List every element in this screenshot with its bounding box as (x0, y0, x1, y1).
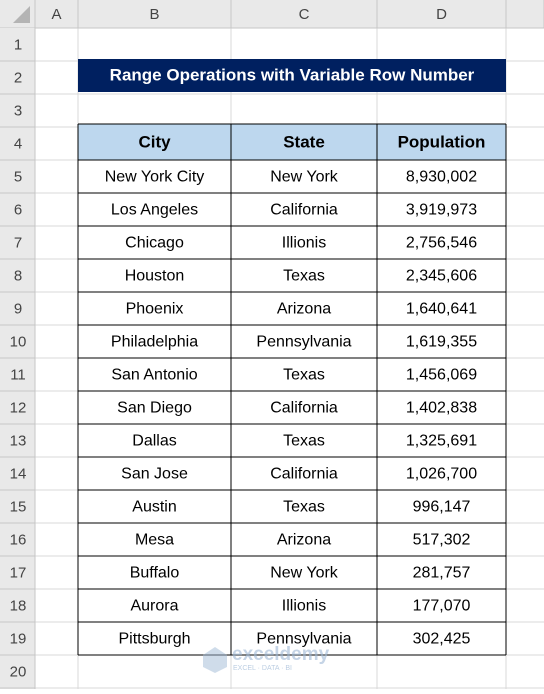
table-cell: Arizona (277, 301, 331, 318)
table-cell: Dallas (132, 433, 176, 450)
table-cell: Texas (283, 433, 325, 450)
row-header[interactable]: 1 (14, 36, 22, 53)
table-cell: 1,402,838 (406, 400, 477, 417)
table-header-fill (78, 124, 506, 160)
row-header[interactable]: 19 (10, 630, 27, 647)
table-cell: Texas (283, 499, 325, 516)
row-header[interactable]: 12 (10, 399, 27, 416)
table-cell: Chicago (125, 235, 184, 252)
table-cell: Texas (283, 367, 325, 384)
row-header[interactable]: 14 (10, 465, 27, 482)
row-header[interactable]: 13 (10, 432, 27, 449)
table-cell: 8,930,002 (406, 169, 477, 186)
table-cell: 177,070 (413, 598, 471, 615)
table-cell: California (270, 466, 338, 483)
table-cell: Houston (125, 268, 185, 285)
row-header[interactable]: 4 (14, 135, 22, 152)
row-header[interactable]: 16 (10, 531, 27, 548)
table-cell: 2,756,546 (406, 235, 477, 252)
row-header[interactable]: 3 (14, 102, 22, 119)
table-cell: Phoenix (126, 301, 184, 318)
table-cell: San Diego (117, 400, 192, 417)
row-header[interactable]: 11 (10, 366, 26, 383)
table-cell: 281,757 (413, 565, 471, 582)
table-cell: 1,456,069 (406, 367, 477, 384)
table-cell: Aurora (130, 598, 178, 615)
table-header-cell: State (283, 132, 325, 151)
table-cell: Buffalo (130, 565, 180, 582)
table-cell: 3,919,973 (406, 202, 477, 219)
row-header[interactable]: 5 (14, 168, 22, 185)
table-cell: Pittsburgh (118, 631, 190, 648)
table-header-cell: Population (398, 132, 486, 151)
table-cell: Mesa (135, 532, 174, 549)
column-header[interactable]: C (299, 6, 310, 23)
table-cell: San Jose (121, 466, 188, 483)
title: Range Operations with Variable Row Numbe… (110, 65, 475, 84)
table-cell: 1,026,700 (406, 466, 477, 483)
table-cell: Los Angeles (111, 202, 198, 219)
table-cell: Philadelphia (111, 334, 198, 351)
watermark-brand: exceldemy (232, 644, 330, 665)
table-cell: Texas (283, 268, 325, 285)
column-header[interactable]: A (51, 6, 61, 23)
table-cell: Pennsylvania (256, 334, 351, 351)
table-cell: San Antonio (111, 367, 197, 384)
row-header[interactable]: 10 (10, 333, 27, 350)
row-header[interactable]: 2 (14, 69, 22, 86)
table-cell: 302,425 (413, 631, 471, 648)
row-header[interactable]: 17 (10, 564, 27, 581)
row-header[interactable]: 15 (10, 498, 27, 515)
table-cell: 1,640,641 (406, 301, 477, 318)
table-header-cell: City (138, 132, 171, 151)
row-header[interactable]: 18 (10, 597, 27, 614)
column-header[interactable]: B (149, 6, 159, 23)
row-header[interactable]: 8 (14, 267, 22, 284)
table-cell: 1,619,355 (406, 334, 477, 351)
table-cell: 2,345,606 (406, 268, 477, 285)
table-cell: New York (270, 169, 339, 186)
row-header[interactable]: 7 (14, 234, 22, 251)
table-cell: Austin (132, 499, 176, 516)
table-cell: Illionis (282, 235, 326, 252)
row-header[interactable]: 6 (14, 201, 22, 218)
table-cell: 1,325,691 (406, 433, 477, 450)
table-cell: Pennsylvania (256, 631, 351, 648)
column-header[interactable]: D (436, 6, 447, 23)
table-cell: New York City (105, 169, 205, 186)
table-cell: 517,302 (413, 532, 471, 549)
watermark-logo (203, 647, 227, 673)
row-header[interactable]: 20 (10, 663, 27, 680)
watermark-tagline: EXCEL · DATA · BI (233, 665, 292, 672)
select-all-corner (13, 6, 30, 23)
row-header[interactable]: 9 (14, 300, 22, 317)
column-header-bar (0, 0, 544, 28)
table-cell: New York (270, 565, 339, 582)
table-cell: Arizona (277, 532, 331, 549)
table-cell: California (270, 202, 338, 219)
table-cell: 996,147 (413, 499, 471, 516)
table-cell: California (270, 400, 338, 417)
table-cell: Illionis (282, 598, 326, 615)
title-cell (78, 59, 506, 92)
